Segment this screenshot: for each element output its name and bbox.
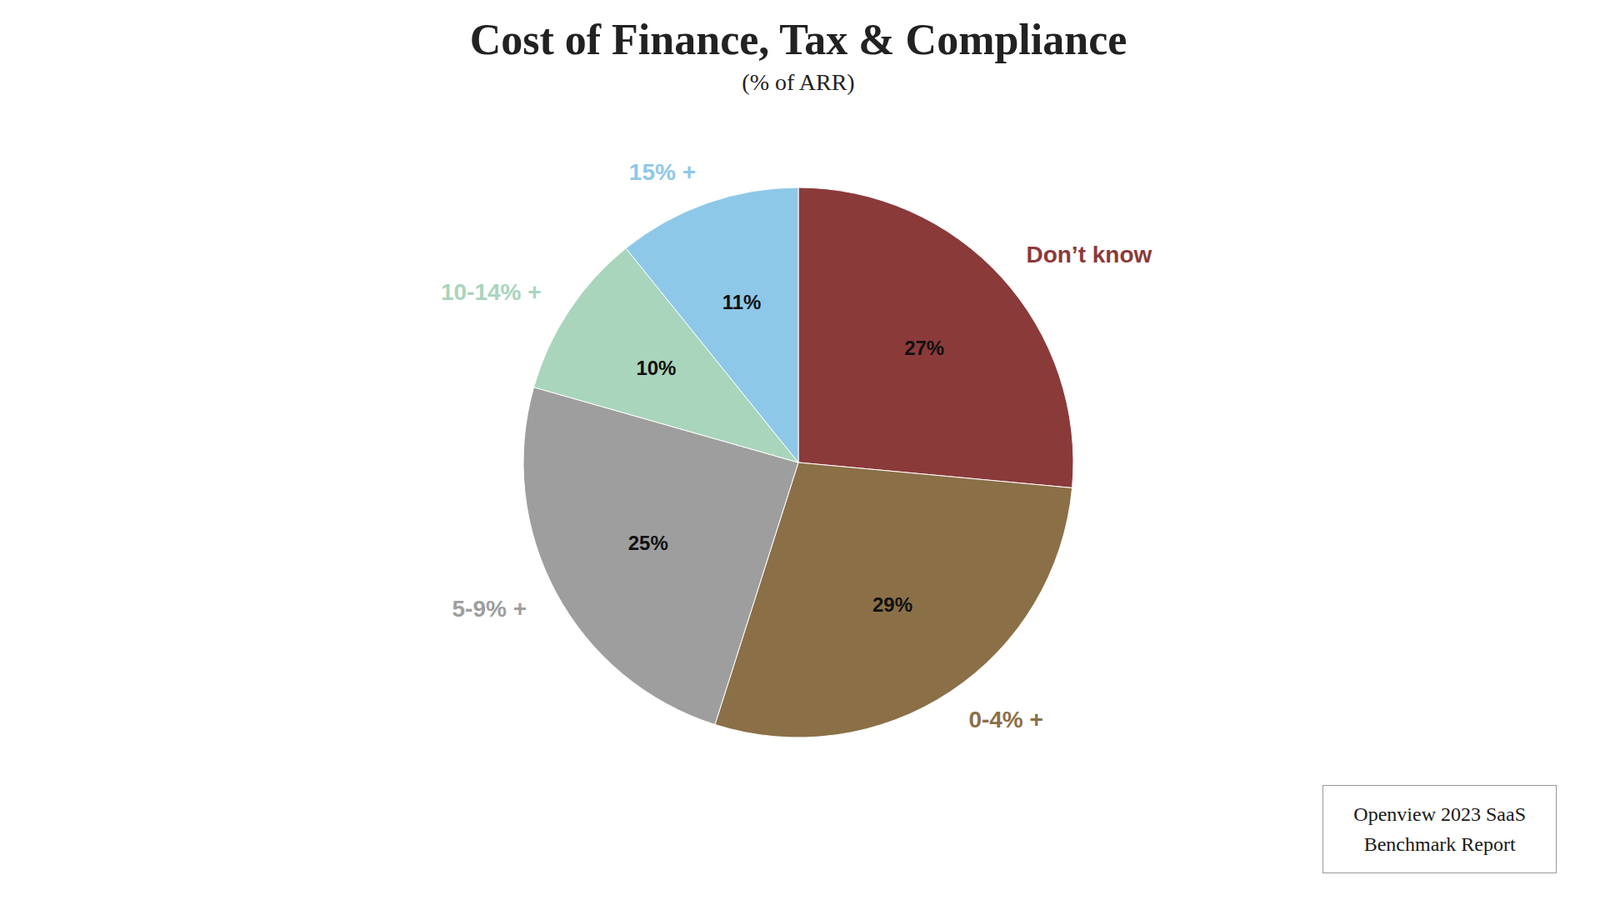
svg-text:11%: 11%: [722, 290, 762, 314]
svg-text:10%: 10%: [635, 356, 676, 380]
html-text:Cost of Finance, Tax & Complia: Cost of Finance, Tax & Compliance: [469, 15, 1127, 64]
svg-text:15% +: 15% +: [629, 159, 696, 185]
svg-text:10-14% +: 10-14% +: [440, 279, 542, 305]
svg-text:27%: 27%: [904, 336, 945, 360]
html-text:Benchmark Report: Benchmark Report: [1363, 833, 1516, 855]
html-text:(% of ARR): (% of ARR): [741, 69, 855, 95]
svg-text:25%: 25%: [628, 531, 669, 555]
svg-text:29%: 29%: [872, 593, 913, 616]
svg-text:5-9% +: 5-9% +: [452, 595, 528, 622]
html-text:Openview 2023 SaaS: Openview 2023 SaaS: [1353, 803, 1526, 825]
svg-text:Don’t know: Don’t know: [1025, 241, 1152, 268]
svg-text:0-4% +: 0-4% +: [968, 706, 1044, 733]
